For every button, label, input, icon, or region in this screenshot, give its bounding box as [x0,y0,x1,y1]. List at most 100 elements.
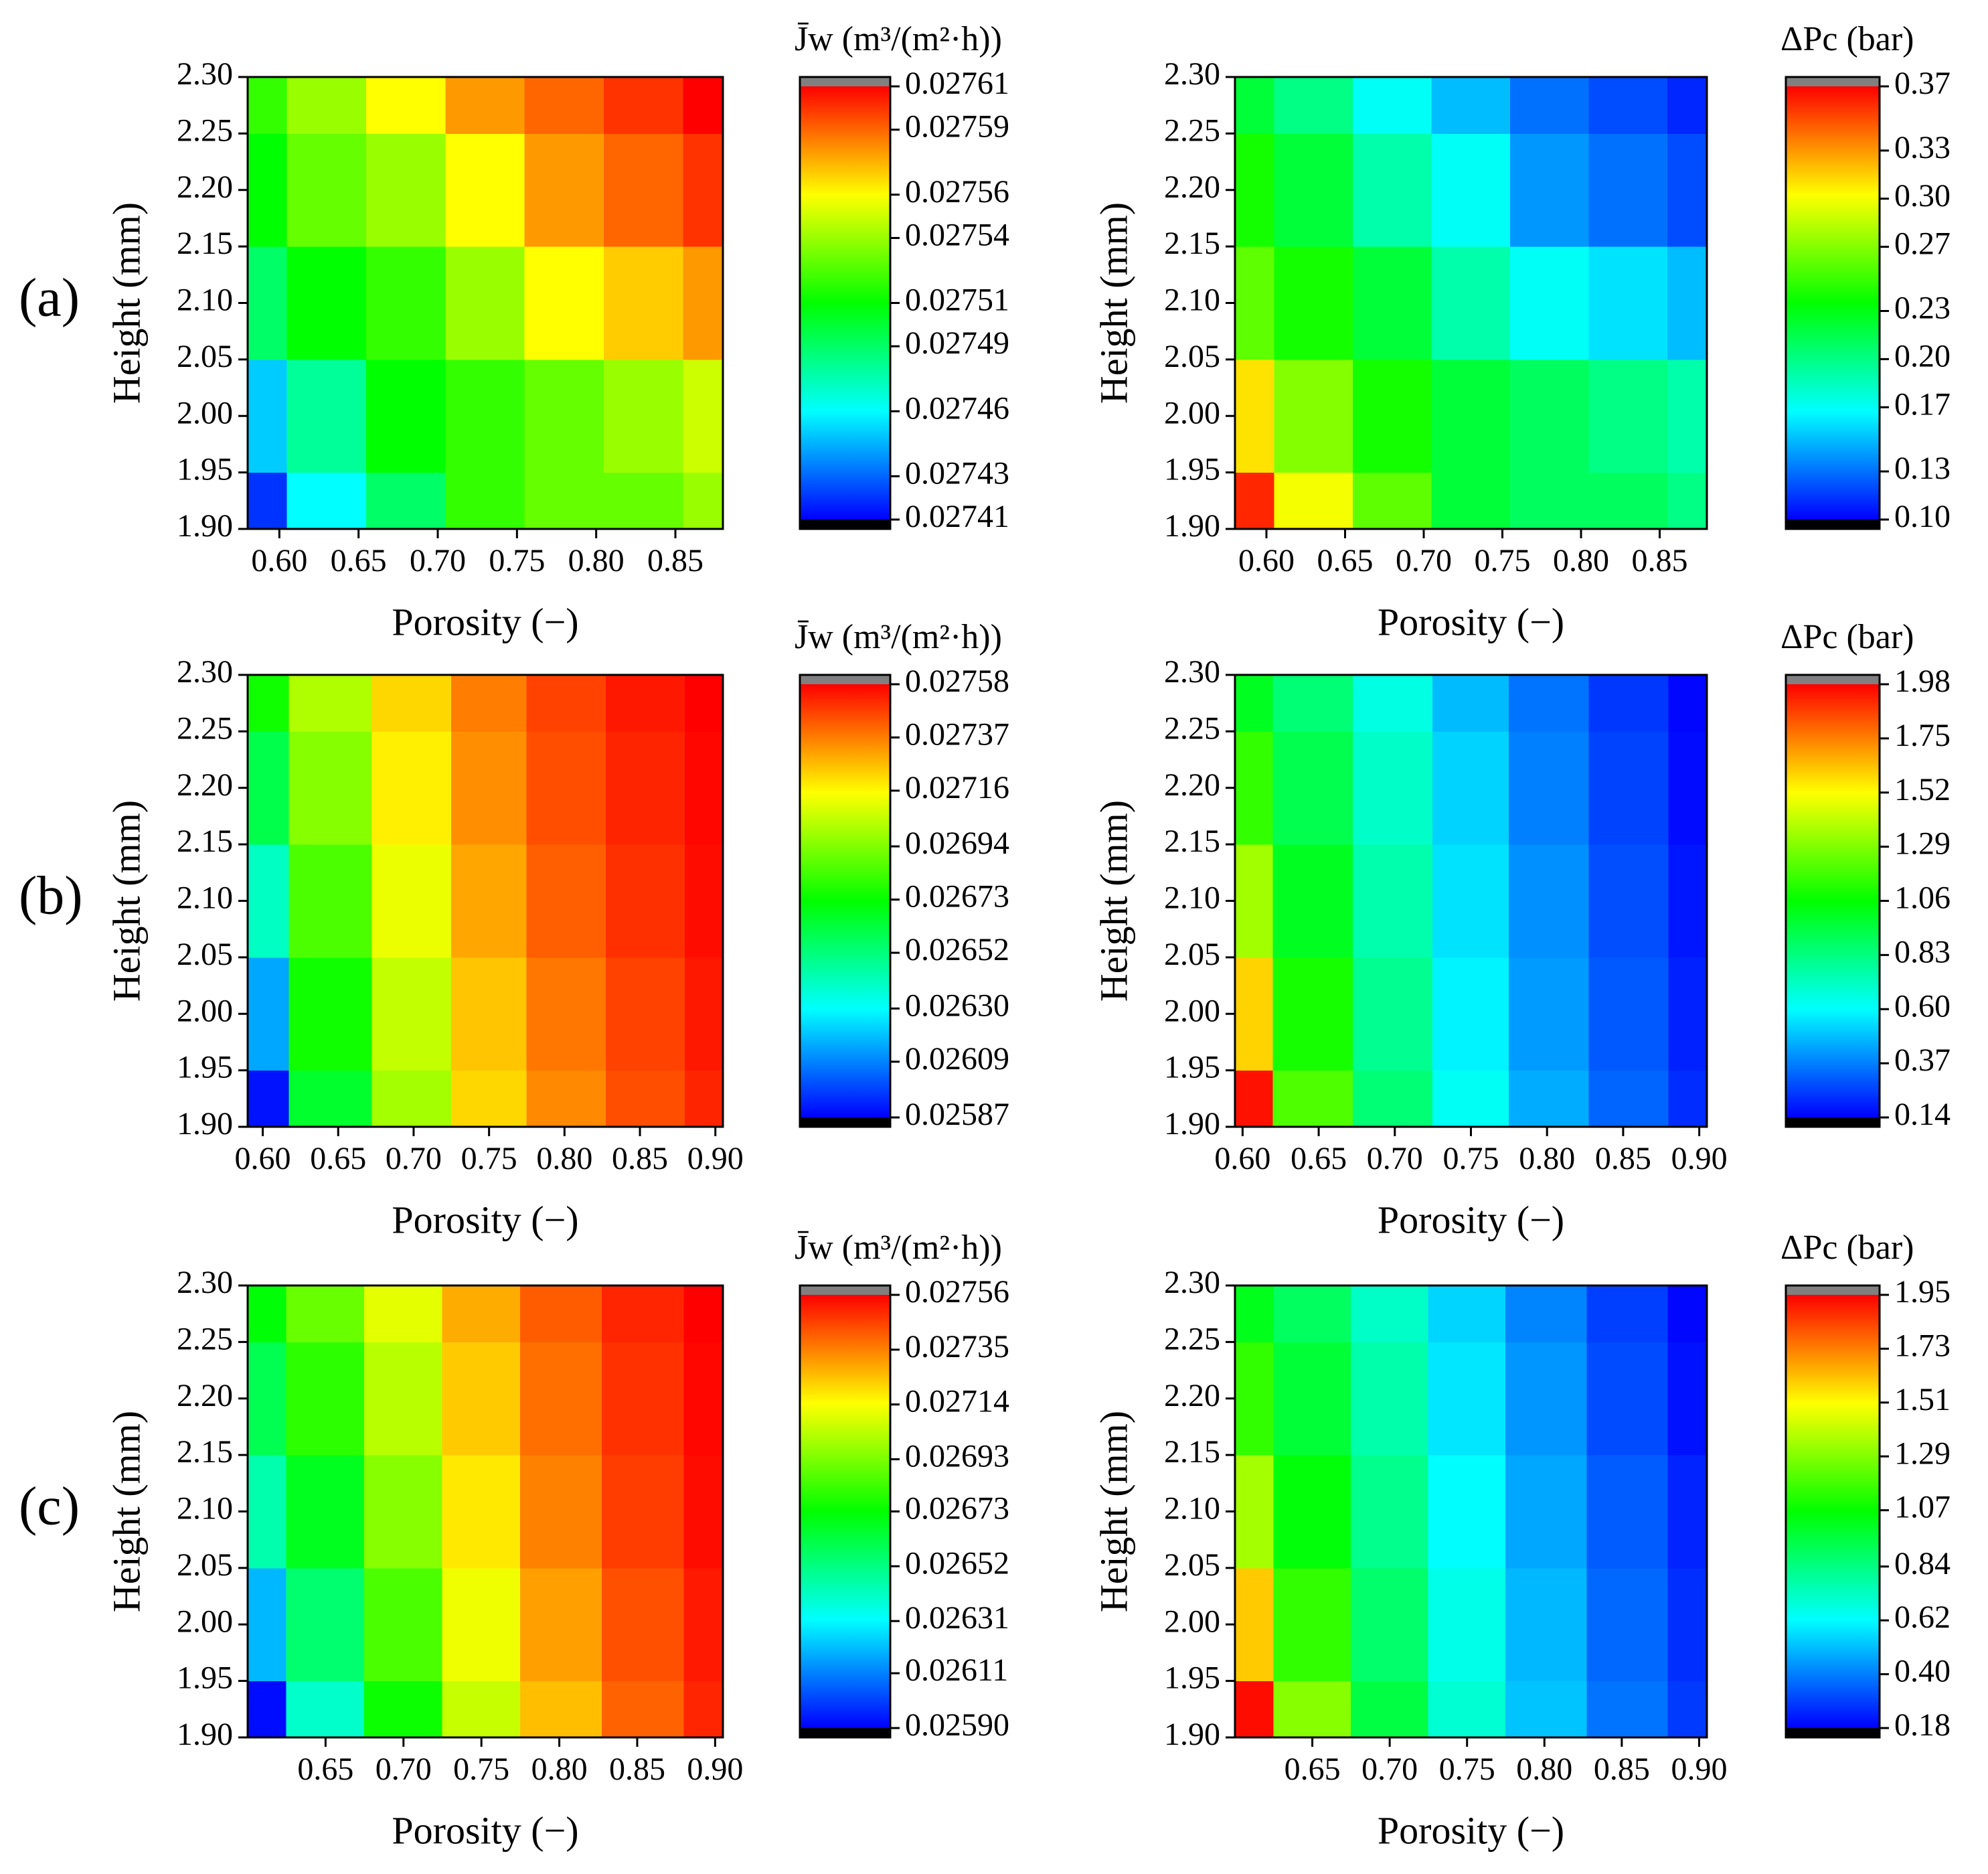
colorbar-over [800,77,890,86]
y-tick-label: 2.00 [177,395,233,431]
colorbar-tick-label: 0.10 [1894,499,1951,534]
colorbar-frame [799,674,892,1128]
contour-cell [1352,246,1432,360]
x-tick-label: 0.65 [331,543,387,578]
contour-cell [247,1454,287,1569]
contour-cell [1667,1681,1708,1738]
contour-cell [364,1681,443,1738]
contour-cell [683,1567,724,1682]
x-tick-label: 0.75 [453,1751,509,1787]
contour-cell [1428,1341,1507,1456]
contour-cell [1272,674,1353,732]
colorbar-over [800,1285,890,1295]
colorbar-tick-label: 0.02693 [905,1439,1009,1474]
colorbar-tick-label: 1.51 [1894,1382,1951,1417]
contour-cell [1505,1454,1588,1569]
contour-cell [1234,246,1275,360]
contour-cell [1273,1341,1351,1456]
colorbar-tick-label: 0.02741 [905,499,1009,534]
contour-cell [1350,1567,1429,1682]
contour-cell [1588,359,1668,473]
y-axis-label: Height (mm) [1092,202,1135,404]
contour-cell [524,133,605,247]
contour-cell [1667,76,1708,134]
contour-cell [247,359,288,473]
contour-cell [247,1070,290,1127]
contour-cell [1234,133,1275,247]
colorbar-tick-label: 0.02737 [905,716,1009,752]
contour-cell [1432,674,1509,732]
x-tick-label: 0.70 [376,1751,432,1787]
colorbar-tick-label: 0.13 [1894,451,1951,486]
contour-cell [247,1285,287,1342]
contour-cell [604,472,684,530]
contour-cell [683,359,724,473]
y-tick-label: 2.20 [177,767,233,803]
contour-cell [1509,76,1590,134]
contour-cell [1505,1341,1588,1456]
contour-cell [1352,359,1432,473]
colorbar-tick-label: 0.02609 [905,1041,1009,1077]
y-tick-label: 2.30 [177,1265,233,1300]
colorbar-tick-label: 0.20 [1894,338,1951,374]
colorbar-under [1786,1117,1880,1127]
contour-cell [366,246,446,360]
x-tick-label: 0.70 [1367,1141,1423,1176]
contour-cell [602,1454,685,1569]
contour-cell [286,246,367,360]
contour-cell [1431,76,1511,134]
contour-cell [683,246,724,360]
contour-cell [1586,1341,1669,1456]
contour-cell [247,844,290,958]
x-tick-label: 0.85 [1594,1751,1650,1787]
y-tick-label: 1.90 [177,1106,233,1142]
contour-cell [1272,1070,1353,1127]
contour-cell [1350,1285,1429,1342]
colorbar-tick-label: 0.62 [1894,1599,1951,1635]
colorbar-tick-label: 0.02673 [905,879,1009,915]
colorbar [800,684,890,1117]
colorbar-over [1786,1285,1880,1295]
contour-cell [1667,472,1708,530]
contour-cell [683,1341,724,1456]
x-tick-label: 0.60 [251,543,307,578]
contour-cell [604,246,684,360]
contour-cell [605,957,686,1071]
colorbar-tick-label: 0.30 [1894,178,1951,214]
y-tick-label: 2.15 [177,226,233,261]
contour-cell [1588,133,1668,247]
x-tick-label: 0.85 [609,1751,665,1787]
x-tick-label: 0.65 [1285,1751,1341,1787]
y-tick-label: 1.95 [177,1050,233,1085]
contour-cell [247,1567,287,1682]
y-tick-label: 2.10 [1164,283,1220,318]
contour-cell [1588,957,1669,1071]
y-tick-label: 2.00 [177,1604,233,1639]
contour-cell [371,957,452,1071]
y-tick-label: 2.15 [177,824,233,859]
x-tick-label: 0.70 [410,543,466,578]
contour-cell [1272,957,1353,1071]
x-tick-label: 0.80 [1553,543,1609,578]
contour-cell [605,674,686,732]
contour-cell [1508,1070,1590,1127]
colorbar-tick-label: 0.40 [1894,1654,1951,1689]
x-tick-label: 0.65 [1317,543,1374,578]
contour-cell [519,1285,603,1342]
contour-cell [371,674,452,732]
contour-cell [526,730,606,845]
contour-cell [1234,730,1274,845]
contour-cell [371,1070,452,1127]
contour-cell [1432,730,1509,845]
x-tick-label: 0.75 [1443,1141,1499,1176]
contour-cell [1431,133,1511,247]
contour-cell [519,1341,603,1456]
contour-cell [366,133,446,247]
contour-cell [685,1070,724,1127]
colorbar-frame [1785,76,1881,530]
contour-cell [1352,674,1434,732]
y-tick-label: 2.20 [177,169,233,205]
y-tick-label: 1.90 [1164,1106,1220,1142]
contour-cell [1667,1454,1708,1569]
x-axis-label: Porosity (−) [392,1808,578,1852]
